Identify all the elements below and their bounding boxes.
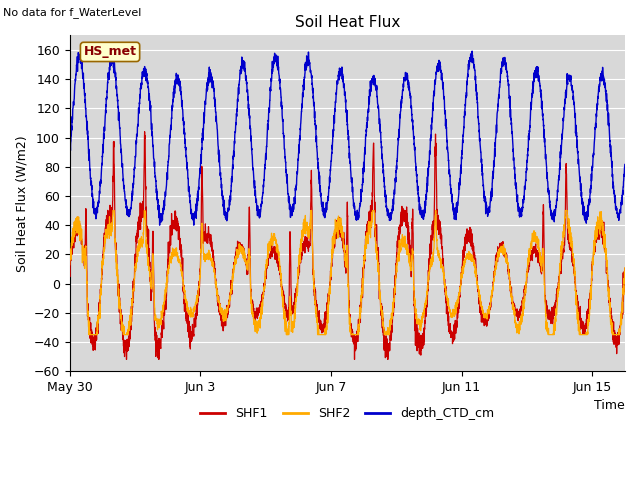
X-axis label: Time: Time	[595, 399, 625, 412]
Y-axis label: Soil Heat Flux (W/m2): Soil Heat Flux (W/m2)	[15, 135, 28, 272]
Title: Soil Heat Flux: Soil Heat Flux	[294, 15, 400, 30]
Text: HS_met: HS_met	[84, 46, 136, 59]
Legend: SHF1, SHF2, depth_CTD_cm: SHF1, SHF2, depth_CTD_cm	[195, 402, 499, 425]
Text: No data for f_WaterLevel: No data for f_WaterLevel	[3, 7, 141, 18]
